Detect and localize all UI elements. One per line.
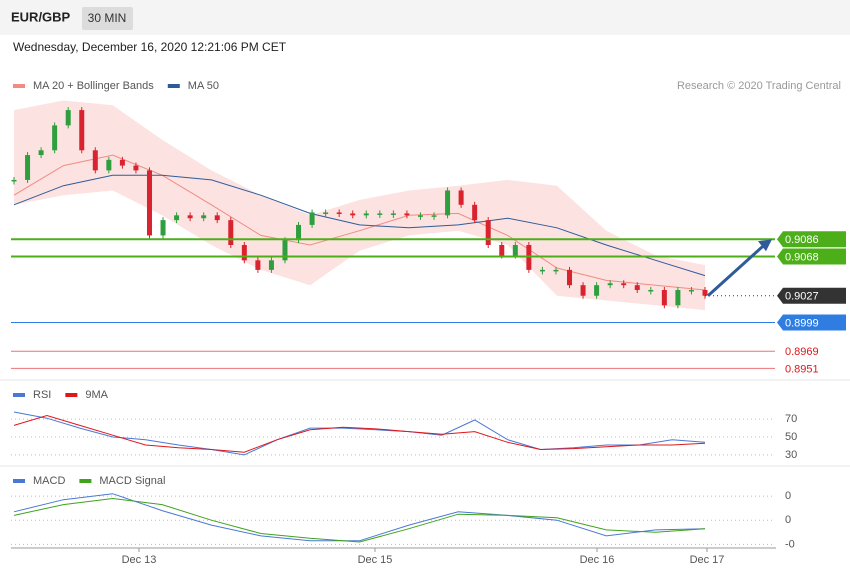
legend-label: MA 50 <box>188 80 219 92</box>
candle <box>25 155 31 180</box>
candle <box>567 269 573 286</box>
x-tick-label: Dec 17 <box>690 554 725 566</box>
candle <box>512 245 518 256</box>
attribution: Research © 2020 Trading Central <box>677 80 841 92</box>
price-tag-label: 0.9027 <box>785 291 819 303</box>
candle <box>174 215 180 221</box>
candle <box>268 260 274 270</box>
candle <box>11 179 17 182</box>
legend-label: 9MA <box>85 389 108 401</box>
indicator-line <box>13 493 706 542</box>
candle <box>65 110 71 126</box>
candle <box>485 220 491 246</box>
legend-label: MACD <box>33 475 65 487</box>
candle <box>377 213 383 215</box>
legend-label: RSI <box>33 389 51 401</box>
timestamp: Wednesday, December 16, 2020 12:21:06 PM… <box>13 40 287 54</box>
candle <box>363 213 369 216</box>
candle <box>214 215 220 221</box>
candle <box>38 150 44 156</box>
price-level-label: 0.8951 <box>785 363 819 375</box>
candle <box>133 165 139 171</box>
candle <box>350 213 356 216</box>
legend-swatch <box>167 84 180 88</box>
candle <box>539 269 545 272</box>
x-tick-label: Dec 16 <box>580 554 615 566</box>
symbol: EUR/GBP <box>11 9 71 24</box>
candle <box>688 289 694 292</box>
candle <box>296 224 302 241</box>
candle <box>187 215 193 219</box>
price-tag-label: 0.9086 <box>785 234 819 246</box>
y-tick-label: 30 <box>785 449 797 461</box>
legend-swatch <box>13 393 25 397</box>
candle <box>92 150 98 171</box>
candle <box>160 220 166 236</box>
candle <box>79 110 85 151</box>
candle <box>675 289 681 306</box>
candle <box>52 125 58 151</box>
candle <box>702 289 708 296</box>
price-tag <box>777 287 846 304</box>
candle <box>390 213 396 215</box>
header-bar <box>0 0 850 35</box>
candle <box>228 220 234 246</box>
candle <box>431 215 437 217</box>
candle <box>282 240 288 261</box>
price-level-label: 0.8969 <box>785 346 819 358</box>
candle <box>621 283 627 286</box>
timeframe: 30 MIN <box>88 11 127 25</box>
candle <box>499 245 505 256</box>
candle <box>661 289 667 306</box>
y-tick-label: -0 <box>785 538 795 550</box>
legend-swatch <box>79 479 92 483</box>
legend-label: MA 20 + Bollinger Bands <box>33 80 154 92</box>
candle <box>106 159 112 171</box>
y-tick-label: 0 <box>785 514 791 526</box>
legend-label: MACD Signal <box>99 475 165 487</box>
legend-swatch <box>13 84 25 88</box>
y-tick-label: 0 <box>785 490 791 502</box>
price-tag <box>777 314 846 331</box>
indicator-line <box>13 497 706 543</box>
candle <box>472 204 478 221</box>
timeframe-button[interactable] <box>82 7 133 30</box>
candle <box>607 283 613 286</box>
candle <box>309 212 315 225</box>
legend-swatch <box>65 393 78 397</box>
candle <box>458 190 464 205</box>
price-tag-label: 0.9068 <box>785 251 819 263</box>
indicator-line <box>13 414 706 453</box>
candle <box>255 260 261 270</box>
candle <box>336 212 342 214</box>
forecast-arrowhead <box>758 239 772 252</box>
forecast-arrow <box>706 244 766 297</box>
y-tick-label: 70 <box>785 413 797 425</box>
candle <box>119 159 125 166</box>
legend-swatch <box>13 479 25 483</box>
candle <box>146 170 152 236</box>
ma-line <box>13 154 706 291</box>
indicator-line <box>13 411 706 456</box>
candle <box>648 289 654 292</box>
x-tick-label: Dec 15 <box>358 554 393 566</box>
price-tag <box>777 248 846 265</box>
candle <box>594 285 600 296</box>
candle <box>241 245 247 261</box>
y-tick-label: 50 <box>785 431 797 443</box>
candle <box>323 212 329 214</box>
candle <box>417 215 423 217</box>
x-tick-label: Dec 13 <box>122 554 157 566</box>
candle <box>201 215 207 219</box>
candle <box>404 213 410 216</box>
price-tag-label: 0.8999 <box>785 317 819 329</box>
candle <box>580 285 586 296</box>
candle <box>445 190 451 216</box>
candle <box>634 285 640 290</box>
candle <box>553 269 559 272</box>
bollinger-band <box>14 100 705 311</box>
price-tag <box>777 231 846 248</box>
